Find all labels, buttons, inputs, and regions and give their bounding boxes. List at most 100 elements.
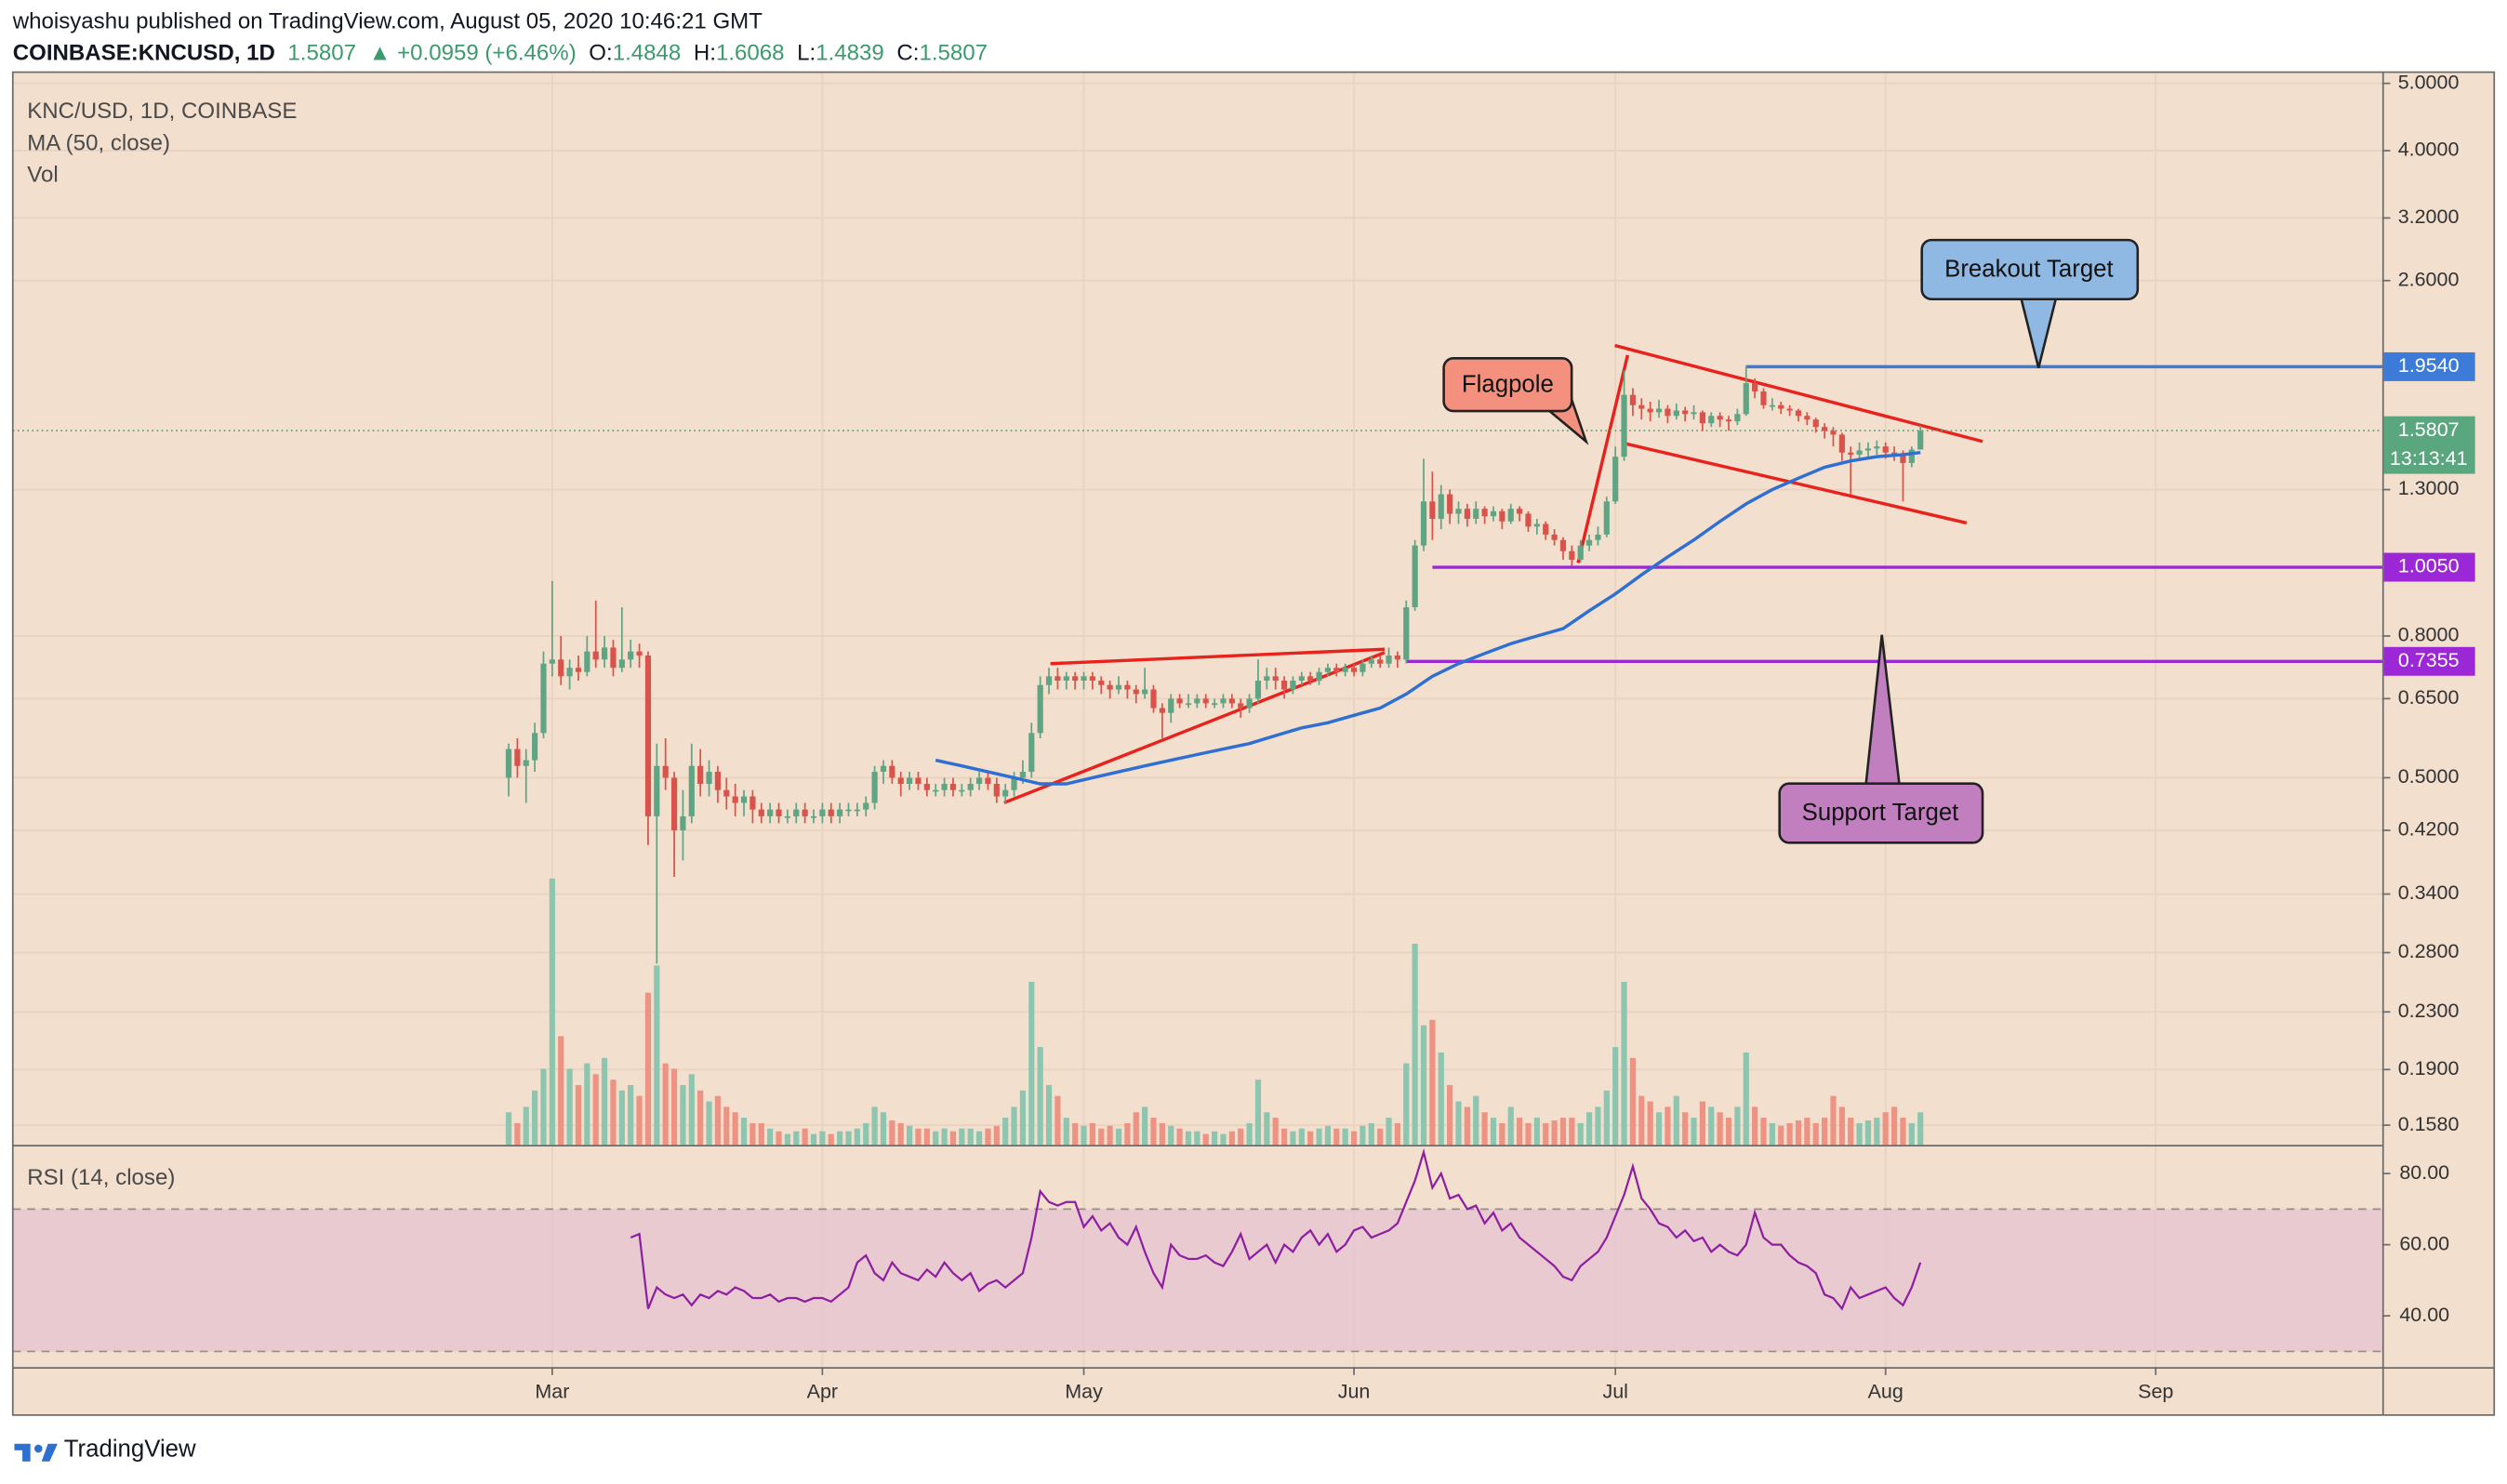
volume [505,878,1924,1146]
candle-body [706,772,712,785]
candle-body [889,765,895,778]
candle-body [1429,501,1436,519]
candle-body [1499,510,1506,522]
candle-body [1280,680,1288,690]
volume-bar [1864,1120,1872,1146]
rsi-line [630,1147,1922,1311]
candle-body [1045,676,1053,685]
candle-body [1194,698,1200,704]
candle-body [1778,404,1784,409]
candle-body [1377,659,1384,664]
candle-body [749,796,756,810]
x-tick-label: Apr [807,1380,838,1402]
volume-bar [802,1128,808,1146]
candle-body [1734,414,1741,422]
candle-body [1011,777,1017,790]
volume-bar [1621,981,1627,1146]
candle-body [880,765,887,773]
y-tick-label: 60.00 [2399,1232,2449,1254]
candle-body [1812,419,1819,428]
candle-body [854,809,860,812]
volume-bar [505,1112,512,1146]
candle-body [1360,663,1366,672]
candle-body [1350,668,1358,672]
candle-body [714,772,722,790]
candle-body [654,765,660,816]
volume-bar [819,1131,826,1146]
y-tick-label: 40.00 [2399,1304,2449,1326]
x-tick-label: May [1065,1380,1103,1402]
volume-bar [1795,1120,1802,1146]
volume-bar [897,1122,904,1146]
volume-bar [618,1090,625,1146]
y-tick-label: 0.1900 [2398,1057,2460,1080]
candle-body [1900,454,1906,463]
volume-bar [1638,1095,1645,1146]
candle-body [1298,676,1305,681]
footer-brand: TradingView [64,1437,196,1463]
volume-bar [1917,1112,1924,1146]
candle-body [1420,501,1427,546]
candle-body [1055,676,1061,681]
candle-body [1368,659,1374,664]
volume-bar [1420,1025,1427,1146]
candle-body [1699,412,1705,424]
volume-bar [1011,1106,1017,1146]
volume-bar [1786,1122,1793,1146]
volume-bar [1429,1019,1436,1146]
frames [11,71,2496,1416]
levels [12,364,2382,664]
flagpole-line [1576,354,1630,563]
volume-bar [880,1112,887,1146]
y-tick-label: 0.2300 [2398,1000,2460,1022]
volume-bar [1412,943,1418,1146]
volume-bar [1874,1118,1880,1146]
x-tick-label: Aug [1868,1380,1903,1402]
candle-body [1551,534,1558,540]
logo-mark [14,1443,31,1462]
high-value: 1.6068 [716,41,785,66]
volume-bar [610,1080,617,1146]
footer-logo [14,1443,58,1462]
candle-body [592,651,599,660]
candle-body [697,765,704,785]
candle-body [1438,494,1444,519]
candle-body [1464,509,1470,519]
volume-bar [1333,1128,1340,1146]
logo-dot [33,1444,43,1453]
volume-bar [1717,1112,1723,1146]
y-tick-label: 1.3000 [2398,477,2460,499]
candle-body [566,668,573,677]
candle-body [1533,523,1540,527]
candle-body [1386,655,1392,664]
volume-bar [923,1128,930,1146]
candle-body [1908,449,1915,463]
candle-body [1202,698,1209,704]
volume-bar [1254,1080,1262,1146]
candle-body [740,796,748,803]
candle-body [1238,703,1244,709]
candle-body [1272,676,1279,681]
candle-body [933,789,939,792]
candle-body [1673,410,1679,417]
candle-body [1525,513,1532,527]
callout-box [1442,357,1573,413]
volume-bar [810,1133,817,1146]
candle-body [1072,676,1079,681]
level-tag [2383,351,2475,381]
candle-body [1517,509,1523,514]
volume-bar [1691,1118,1697,1146]
candle-body [1159,708,1165,713]
volume-bar [1194,1131,1200,1146]
volume-bar [1830,1095,1837,1146]
volume-bar [749,1122,756,1146]
candle-body [601,647,608,660]
volume-bar [1185,1131,1192,1146]
volume-bar [1473,1095,1479,1146]
indicator-lines [630,450,1922,1311]
ma-line [935,450,1921,786]
volume-bar [1307,1131,1314,1146]
volume-bar [654,965,660,1146]
volume-bar [732,1112,738,1146]
candle-body [523,760,529,766]
